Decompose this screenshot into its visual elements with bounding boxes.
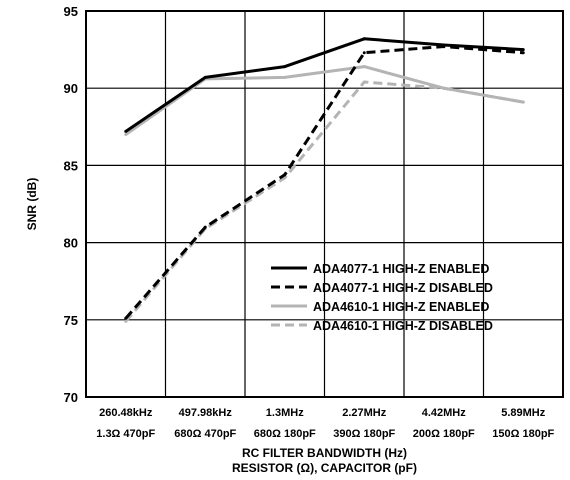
grid-lines <box>86 10 563 398</box>
legend: ADA4077-1 HIGH-Z ENABLED ADA4077-1 HIGH-Z… <box>271 262 493 333</box>
data-point <box>124 129 128 133</box>
x-tick-sublabel: 680Ω 470pF <box>174 428 236 440</box>
x-tick-sublabel: 1.3Ω 470pF <box>96 428 155 440</box>
x-tick-label: 497.98kHz <box>179 407 233 419</box>
data-point <box>442 43 446 47</box>
x-tick-label: 5.89MHz <box>501 407 546 419</box>
plot-frame <box>85 10 564 398</box>
data-point <box>283 75 287 79</box>
y-tick-label: 75 <box>64 313 78 328</box>
legend-label: ADA4077-1 HIGH-Z ENABLED <box>313 262 489 276</box>
x-axis-sublabel: RESISTOR (Ω), CAPACITOR (pF) <box>232 461 417 475</box>
y-tick-label: 95 <box>64 4 78 19</box>
legend-label: ADA4077-1 HIGH-Z DISABLED <box>313 281 493 295</box>
y-tick-label: 90 <box>64 81 78 96</box>
legend-label: ADA4610-1 HIGH-Z ENABLED <box>313 300 489 314</box>
data-point <box>362 65 366 69</box>
x-tick-label: 260.48kHz <box>99 407 153 419</box>
data-point <box>362 51 366 55</box>
data-point <box>124 316 128 320</box>
data-point <box>203 75 207 79</box>
data-point <box>521 48 525 52</box>
y-tick-label: 80 <box>64 236 78 251</box>
series-line <box>124 45 524 320</box>
x-tick-sublabel: 150Ω 180pF <box>492 428 554 440</box>
series-line <box>124 37 524 133</box>
x-tick-label: 1.3MHz <box>266 407 304 419</box>
x-axis-label: RC FILTER BANDWIDTH (Hz) <box>242 446 407 460</box>
data-point <box>124 133 128 137</box>
y-tick-labels: 70 75 80 85 90 95 <box>64 4 78 405</box>
data-point <box>362 80 366 84</box>
data-point <box>521 51 525 55</box>
y-axis-label: SNR (dB) <box>25 178 39 231</box>
data-point <box>203 225 207 229</box>
x-tick-label: 4.42MHz <box>422 407 467 419</box>
series-lines <box>124 37 525 323</box>
x-tick-label: 2.27MHz <box>342 407 387 419</box>
x-tick-labels: 260.48kHz 1.3Ω 470pF 497.98kHz 680Ω 470pF 1.… <box>96 407 554 440</box>
data-point <box>124 319 128 323</box>
y-tick-label: 85 <box>64 158 78 173</box>
x-tick-sublabel: 390Ω 180pF <box>333 428 395 440</box>
data-point <box>521 100 525 104</box>
data-point <box>283 173 287 177</box>
data-point <box>283 65 287 69</box>
data-point <box>362 37 366 41</box>
data-point <box>442 86 446 90</box>
x-tick-sublabel: 200Ω 180pF <box>413 428 475 440</box>
legend-label: ADA4610-1 HIGH-Z DISABLED <box>313 319 493 333</box>
y-tick-label: 70 <box>64 390 78 405</box>
x-tick-sublabel: 680Ω 180pF <box>254 428 316 440</box>
